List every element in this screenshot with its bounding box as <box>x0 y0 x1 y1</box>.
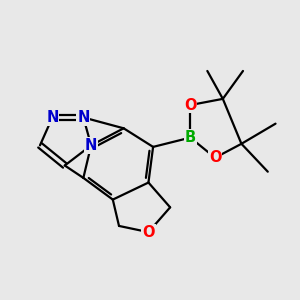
Text: B: B <box>185 130 196 145</box>
Text: N: N <box>46 110 59 125</box>
Text: O: O <box>142 225 155 240</box>
Text: N: N <box>85 138 97 153</box>
Text: O: O <box>209 150 221 165</box>
Text: N: N <box>77 110 90 125</box>
Text: O: O <box>184 98 197 112</box>
